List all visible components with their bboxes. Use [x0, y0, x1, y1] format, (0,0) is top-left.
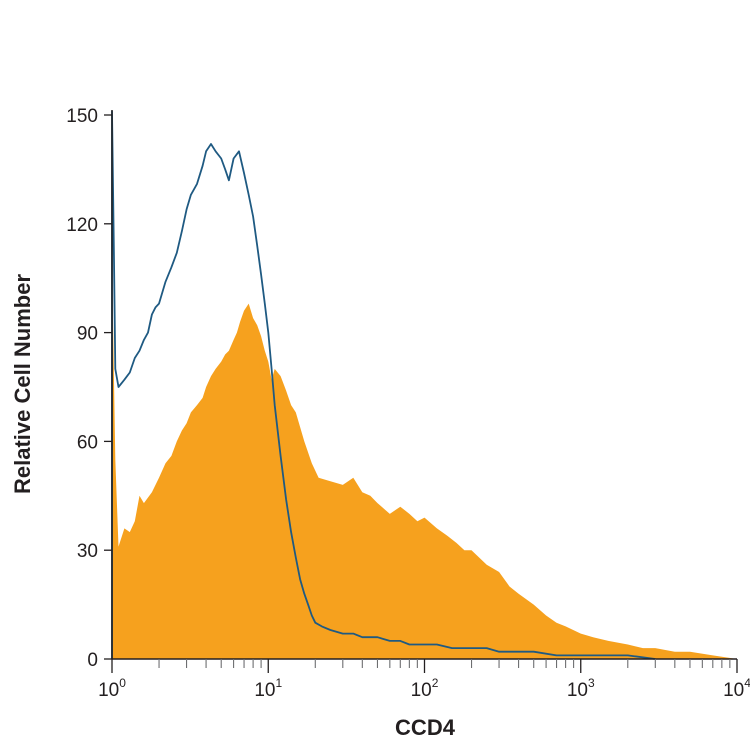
y-axis-ticks: 0 30 60 90 120 150 [66, 106, 112, 671]
y-tick-label: 90 [77, 324, 98, 345]
y-tick-label: 60 [77, 432, 98, 453]
plot-series [111, 110, 737, 660]
series-1-outline-histogram [111, 110, 656, 660]
y-axis-title: Relative Cell Number [10, 274, 35, 495]
y-tick-label: 150 [66, 106, 98, 127]
x-tick-label: 101 [254, 676, 282, 701]
x-tick-label: 104 [723, 676, 750, 701]
x-axis-title: CCD4 [395, 715, 456, 740]
y-tick-label: 120 [66, 215, 98, 236]
x-tick-label: 103 [567, 676, 595, 701]
series-0-filled-histogram [112, 260, 737, 659]
y-tick-label: 0 [87, 650, 98, 671]
x-tick-label: 100 [98, 676, 126, 701]
x-tick-label: 102 [411, 676, 439, 701]
x-axis-ticks: 100 101 102 103 104 [98, 659, 750, 701]
y-tick-label: 30 [77, 541, 98, 562]
